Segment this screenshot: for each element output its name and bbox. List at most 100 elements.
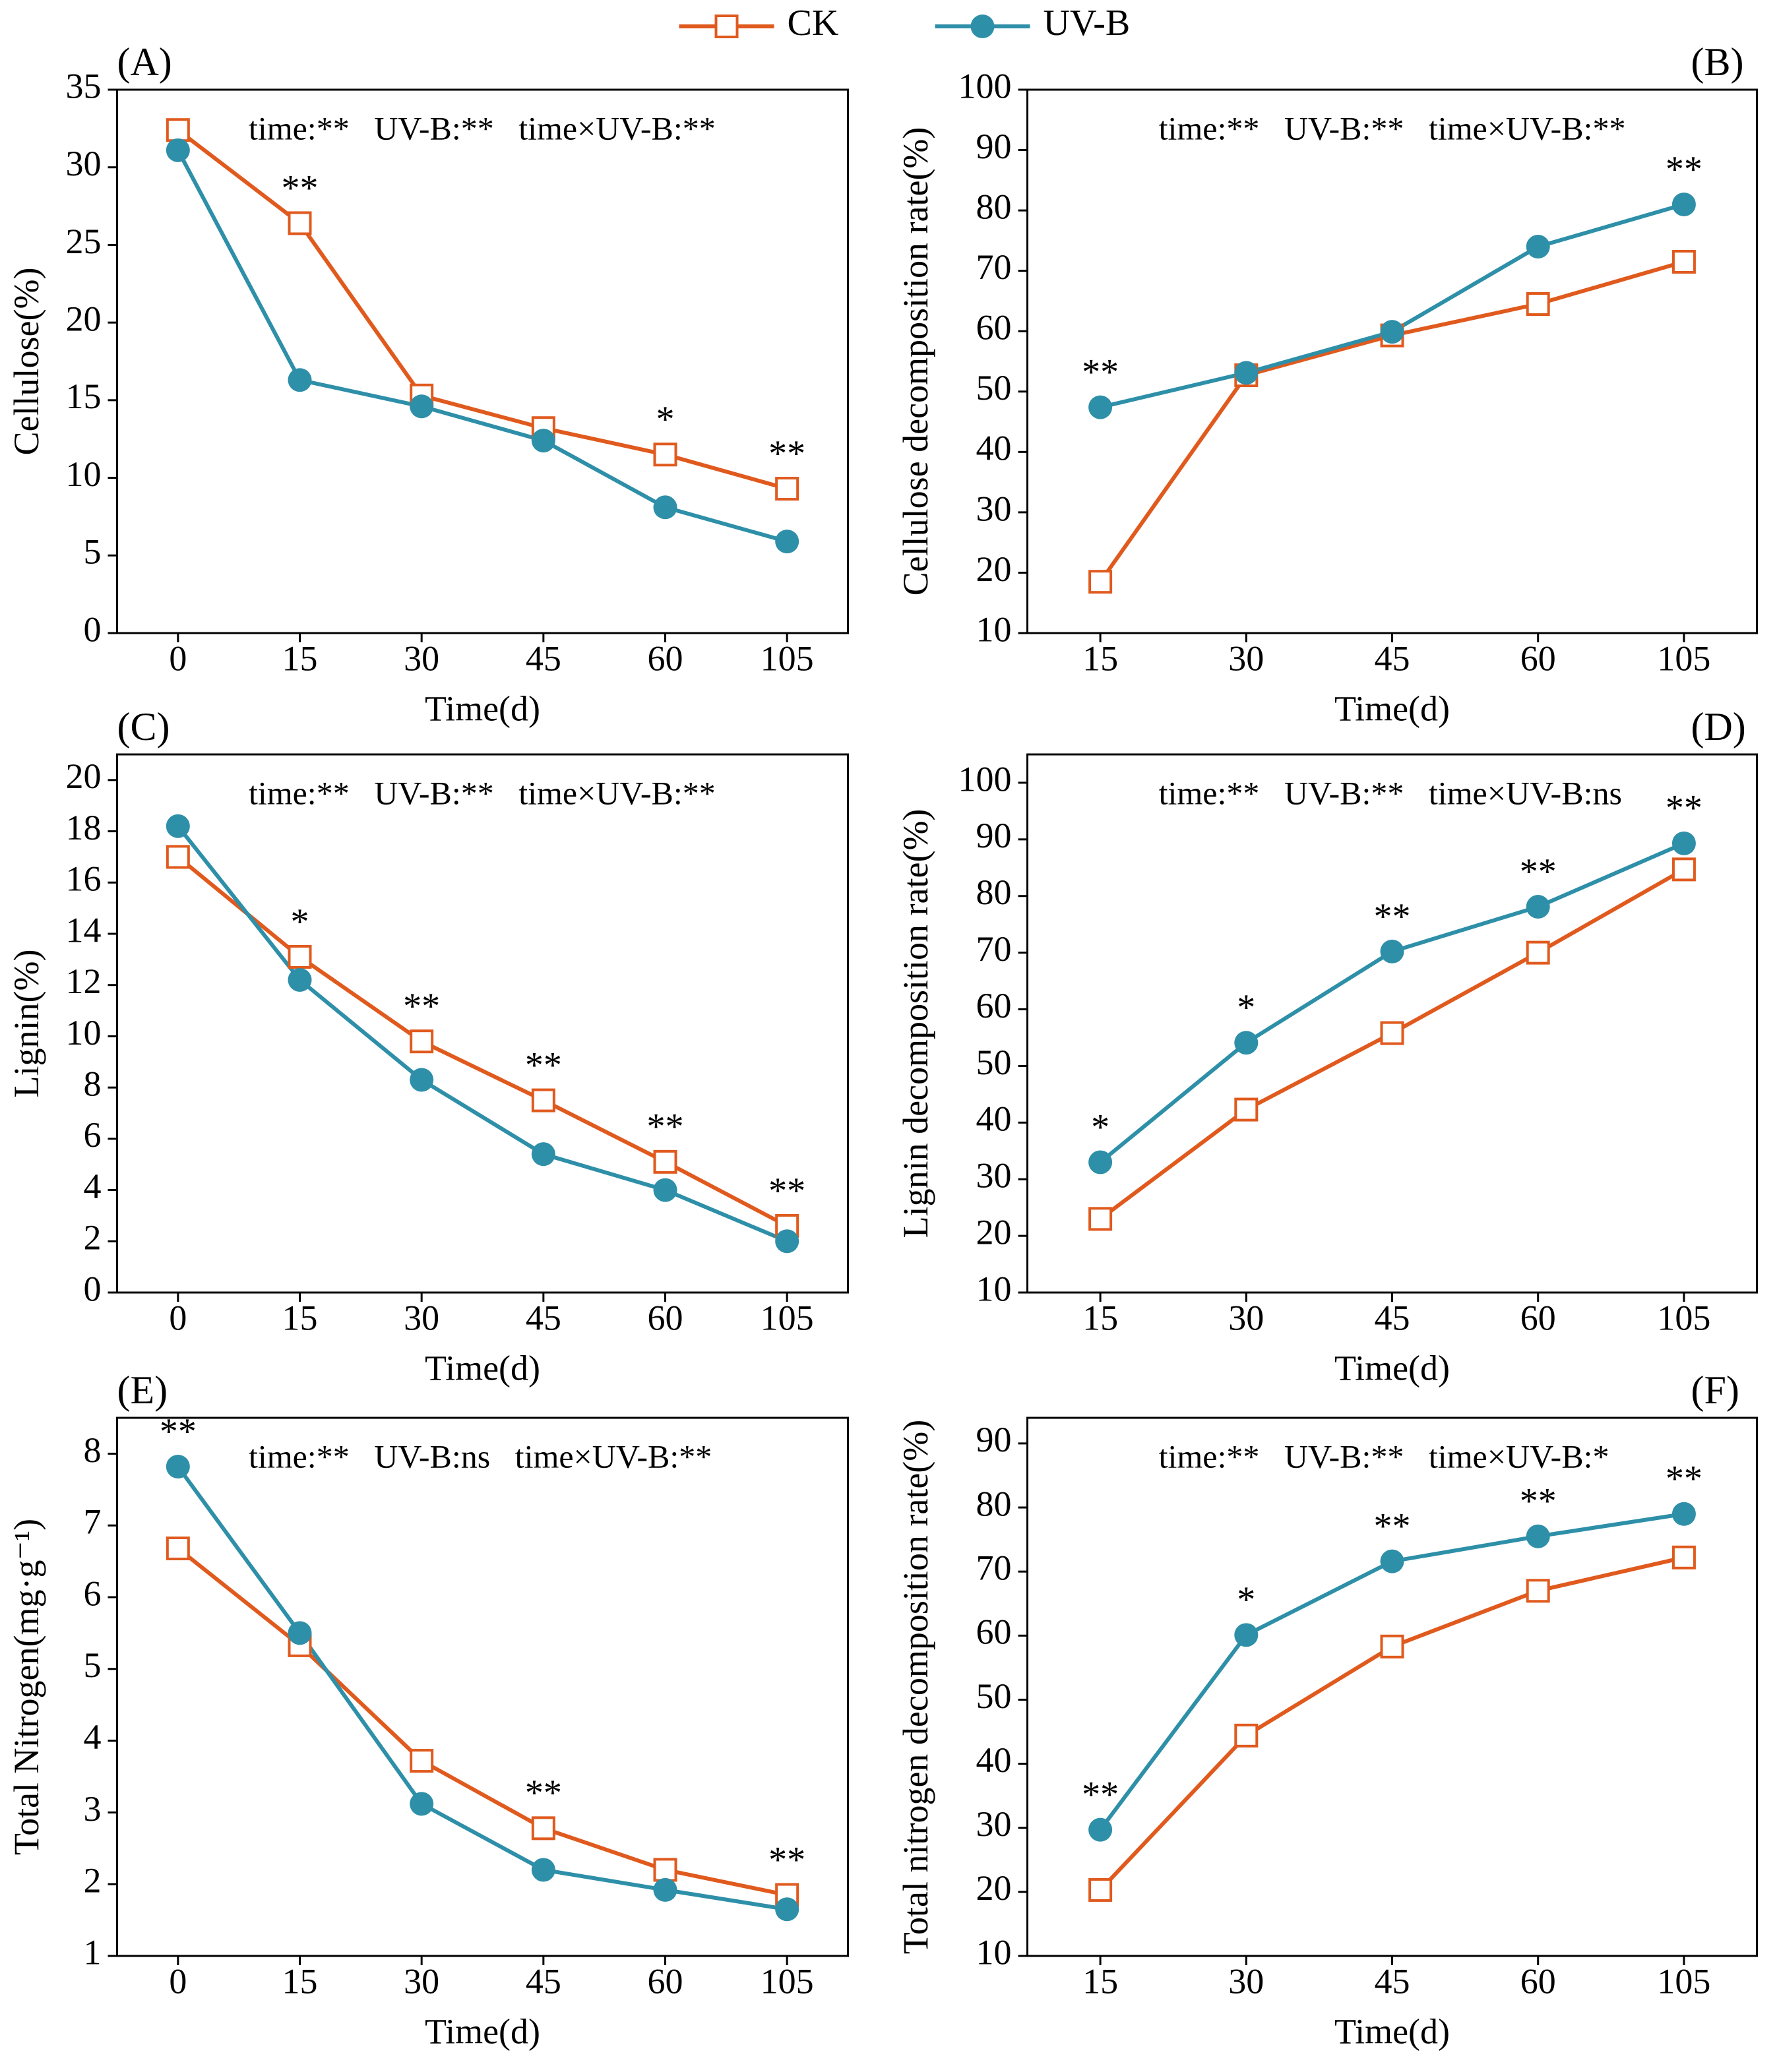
x-tick-label: 30 [404,1961,439,2001]
x-tick-label: 105 [761,638,814,678]
x-axis-label: Time(d) [1334,1348,1450,1387]
y-tick-label: 30 [976,1156,1012,1196]
y-tick-label: 90 [976,816,1012,855]
y-tick-label: 20 [66,299,102,339]
x-tick-label: 30 [404,1298,439,1337]
y-axis-label: Total nitrogen decomposition rate(%) [896,1420,935,1954]
series-line [176,855,788,1228]
y-tick-label: 35 [66,66,102,106]
marker-square [653,442,677,467]
marker-circle [1234,1031,1259,1055]
series-line [1098,260,1685,583]
significance-label: ** [768,1839,805,1880]
marker-square [531,1088,555,1112]
y-tick-label: 10 [66,1013,102,1052]
y-tick-label: 7 [84,1502,102,1542]
marker-circle [775,1897,799,1922]
marker-circle [1088,1817,1113,1842]
series-line [176,824,788,1244]
y-tick-label: 60 [976,986,1012,1025]
marker-square [166,1537,190,1561]
stats-text: time:** UV-B:** time×UV-B:** [249,774,716,811]
y-tick-label: 40 [976,1099,1012,1139]
marker-circle [775,1229,799,1254]
marker-square [1234,1723,1259,1748]
y-tick-label: 2 [84,1218,102,1258]
marker-square [1380,1021,1404,1045]
y-tick-label: 50 [976,1043,1012,1082]
legend-marker [970,15,995,38]
significance-label: * [656,399,675,440]
x-tick-label: 30 [1228,638,1264,678]
y-tick-label: 12 [66,961,102,1001]
legend-label: CK [788,3,839,44]
marker-circle [410,1792,434,1816]
marker-circle [1380,1549,1404,1573]
x-tick-label: 15 [282,1961,318,2001]
series-line [176,1546,788,1897]
y-tick-label: 70 [976,929,1012,969]
x-tick-label: 60 [1520,1961,1556,2001]
significance-label: * [1237,987,1255,1028]
series-line [1100,202,1685,410]
y-tick-label: 30 [976,489,1012,528]
significance-label: ** [1374,1506,1411,1546]
y-tick-label: 15 [66,377,102,416]
marker-circle [288,967,312,992]
y-tick-label: 10 [66,454,102,494]
marker-circle [1234,361,1259,385]
marker-circle [1671,1502,1696,1526]
panel-label: (A) [117,40,172,84]
y-tick-label: 14 [66,910,102,950]
y-tick-label: 8 [84,1064,102,1104]
marker-square [1088,570,1113,594]
marker-circle [531,429,555,453]
plot-frame [116,88,849,634]
y-tick-label: 80 [976,187,1012,227]
series-line [176,1465,788,1912]
marker-square [775,477,799,501]
marker-circle [653,1877,677,1902]
y-tick-label: 6 [84,1573,102,1613]
y-tick-label: 70 [976,247,1012,287]
marker-square [410,1749,434,1773]
significance-label: ** [525,1773,562,1813]
y-tick-label: 3 [84,1789,102,1829]
y-tick-label: 10 [976,1269,1012,1308]
y-tick-label: 4 [84,1717,102,1757]
y-tick-label: 80 [976,1484,1012,1523]
marker-square [653,1149,677,1174]
significance-label: ** [403,986,440,1027]
marker-square [653,1858,677,1882]
marker-circle [288,1621,312,1645]
y-tick-label: 90 [976,1420,1012,1459]
stats-text: time:** UV-B:** time×UV-B:ns [1159,774,1622,811]
y-tick-label: 90 [976,127,1012,166]
marker-square [1380,1634,1404,1659]
y-axis-label: Lignin decomposition rate(%) [896,809,935,1238]
marker-circle [1671,192,1696,216]
x-tick-label: 15 [1082,638,1118,678]
x-tick-label: 60 [1520,1298,1556,1337]
y-tick-label: 10 [976,1932,1012,1972]
marker-circle [775,530,799,554]
marker-square [1671,1545,1696,1569]
plot-frame [1026,1417,1758,1957]
y-tick-label: 0 [84,609,102,649]
y-tick-label: 40 [976,1740,1012,1780]
y-tick-label: 30 [976,1804,1012,1844]
y-tick-label: 20 [66,756,102,796]
y-tick-label: 0 [84,1269,102,1308]
marker-square [166,845,190,869]
marker-square [531,1816,555,1841]
marker-square [1088,1207,1113,1231]
marker-circle [166,138,190,162]
y-tick-label: 1 [84,1932,102,1972]
marker-circle [1088,1150,1113,1174]
significance-label: ** [1666,788,1702,829]
x-tick-label: 105 [1657,638,1710,678]
y-tick-label: 2 [84,1861,102,1901]
x-tick-label: 45 [1375,638,1410,678]
x-tick-label: 15 [282,1298,318,1337]
significance-label: * [1091,1107,1109,1147]
